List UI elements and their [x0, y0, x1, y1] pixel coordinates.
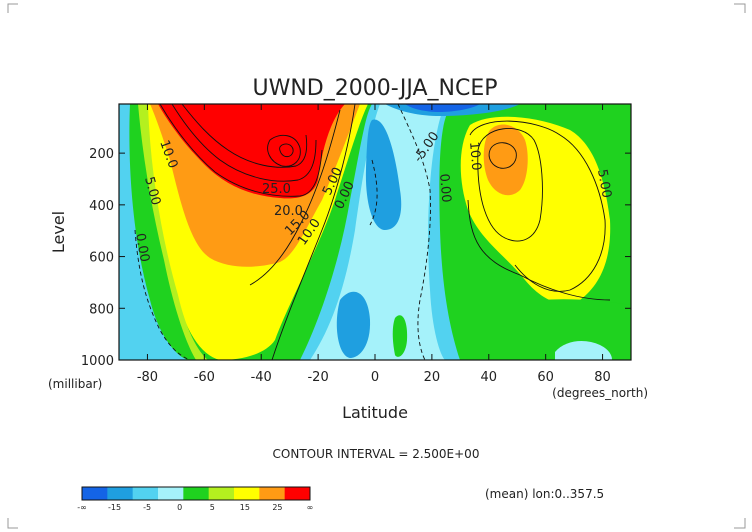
y-axis: 200 400 600 800 1000	[81, 147, 631, 369]
y-tick-label: 400	[89, 199, 114, 214]
contour-label: 0.00	[132, 232, 152, 263]
colorbar: -∞ -15 -5 0 5 15 25 ∞	[77, 486, 314, 512]
chart-title: UWND_2000-JJA_NCEP	[252, 76, 497, 101]
contour-label: 0.00	[436, 173, 453, 203]
contour-label: 10.0	[466, 141, 483, 171]
fill-orange-north-jet	[483, 124, 528, 196]
contour-label: 25.0	[262, 182, 291, 197]
fill-top-darkblue	[405, 104, 480, 112]
colorbar-swatch	[132, 487, 159, 500]
x-tick-label: 20	[424, 370, 441, 385]
fill-green-eq	[392, 315, 408, 357]
x-tick-label: -20	[307, 370, 328, 385]
fill-lightblue-bottom-right	[555, 340, 612, 360]
colorbar-swatch	[107, 487, 134, 500]
colorbar-swatch	[259, 487, 286, 500]
y-axis-label: Level	[49, 211, 68, 253]
footnote-text: (mean) lon:0..357.5	[485, 487, 604, 501]
corner-marks	[7, 3, 746, 529]
x-tick-label: 0	[371, 370, 379, 385]
x-tick-label: 80	[594, 370, 611, 385]
fill-blue-south-bottom	[336, 291, 371, 358]
y-tick-label: 600	[89, 251, 114, 266]
colorbar-label: ∞	[307, 503, 314, 512]
y-tick-label: 1000	[81, 354, 114, 369]
colorbar-swatch	[82, 487, 108, 500]
colorbar-swatch	[208, 487, 235, 500]
fill-lightblue-tropics	[310, 104, 445, 360]
x-axis: -80 -60 -40 -20 0 20 40 60 80	[137, 104, 611, 385]
colorbar-label: 5	[210, 503, 215, 512]
colorbar-label: -5	[143, 503, 151, 512]
x-tick-label: -40	[251, 370, 272, 385]
contour-label: 5.00	[594, 168, 614, 199]
y-units-label: (millibar)	[48, 377, 102, 391]
x-tick-label: 60	[537, 370, 554, 385]
colorbar-label: -∞	[77, 503, 87, 512]
colorbar-label: 0	[177, 503, 182, 512]
colorbar-swatch	[183, 487, 210, 500]
y-tick-label: 200	[89, 147, 114, 162]
colorbar-label: 15	[240, 503, 250, 512]
x-axis-label: Latitude	[342, 403, 408, 422]
colorbar-label: 25	[272, 503, 282, 512]
plot-area	[119, 104, 631, 360]
y-tick-label: 800	[89, 302, 114, 317]
colorbar-label: -15	[108, 503, 121, 512]
colorbar-swatch	[284, 487, 311, 500]
x-units-label: (degrees_north)	[552, 386, 648, 400]
fill-lightgreen-south-edge	[138, 104, 208, 360]
contour-interval-text: CONTOUR INTERVAL = 2.500E+00	[273, 447, 480, 461]
x-tick-label: -80	[137, 370, 158, 385]
contour-label: 20.0	[274, 204, 303, 219]
colorbar-frame	[81, 486, 311, 501]
x-tick-label: 40	[481, 370, 498, 385]
colorbar-swatch	[158, 487, 184, 500]
contour-lines	[134, 104, 611, 360]
colorbar-swatch	[234, 487, 260, 500]
x-tick-label: -60	[194, 370, 215, 385]
fill-blue-easterly	[365, 119, 402, 230]
fill-cyan-south	[119, 104, 190, 360]
fill-green-bottom-right	[540, 299, 631, 360]
contour-label: 5.00	[141, 175, 163, 207]
fill-red-south-jet	[158, 104, 345, 199]
